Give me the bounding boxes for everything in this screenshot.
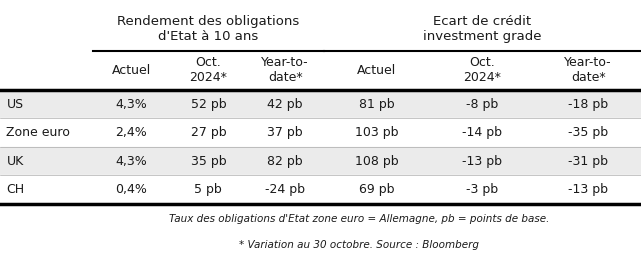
Text: 37 pb: 37 pb	[267, 126, 303, 139]
Text: CH: CH	[6, 183, 24, 196]
Bar	[0, 147, 641, 175]
Text: Actuel: Actuel	[112, 64, 151, 77]
Text: -8 pb: -8 pb	[466, 98, 499, 111]
Text: 69 pb: 69 pb	[359, 183, 394, 196]
Text: 81 pb: 81 pb	[359, 98, 394, 111]
Text: 82 pb: 82 pb	[267, 155, 303, 168]
Text: 108 pb: 108 pb	[354, 155, 399, 168]
Text: 4,3%: 4,3%	[115, 155, 147, 168]
Text: 35 pb: 35 pb	[190, 155, 226, 168]
Text: 2,4%: 2,4%	[115, 126, 147, 139]
Text: 5 pb: 5 pb	[194, 183, 222, 196]
Text: -3 pb: -3 pb	[466, 183, 499, 196]
Text: -31 pb: -31 pb	[568, 155, 608, 168]
Bar	[0, 175, 641, 204]
Text: -18 pb: -18 pb	[568, 98, 608, 111]
Text: Actuel: Actuel	[357, 64, 396, 77]
Text: UK: UK	[6, 155, 24, 168]
Text: Oct.
2024*: Oct. 2024*	[463, 56, 501, 85]
Text: Year-to-
date*: Year-to- date*	[564, 56, 612, 85]
Text: -13 pb: -13 pb	[568, 183, 608, 196]
Text: 52 pb: 52 pb	[190, 98, 226, 111]
Text: 4,3%: 4,3%	[115, 98, 147, 111]
Text: -35 pb: -35 pb	[568, 126, 608, 139]
Text: US: US	[6, 98, 24, 111]
Text: 0,4%: 0,4%	[115, 183, 147, 196]
Text: Ecart de crédit
investment grade: Ecart de crédit investment grade	[423, 15, 542, 43]
Text: -13 pb: -13 pb	[462, 155, 503, 168]
Text: Rendement des obligations
d'Etat à 10 ans: Rendement des obligations d'Etat à 10 an…	[117, 15, 299, 43]
Bar	[0, 118, 641, 147]
Text: Oct.
2024*: Oct. 2024*	[189, 56, 228, 85]
Text: 27 pb: 27 pb	[190, 126, 226, 139]
Text: 103 pb: 103 pb	[355, 126, 398, 139]
Text: -24 pb: -24 pb	[265, 183, 305, 196]
Bar	[0, 90, 641, 118]
Text: Zone euro: Zone euro	[6, 126, 71, 139]
Text: -14 pb: -14 pb	[462, 126, 503, 139]
Text: Taux des obligations d'Etat zone euro = Allemagne, pb = points de base.: Taux des obligations d'Etat zone euro = …	[169, 214, 549, 224]
Text: * Variation au 30 octobre. Source : Bloomberg: * Variation au 30 octobre. Source : Bloo…	[239, 240, 479, 250]
Bar	[0, 8, 641, 90]
Text: 42 pb: 42 pb	[267, 98, 303, 111]
Text: Year-to-
date*: Year-to- date*	[262, 56, 309, 85]
